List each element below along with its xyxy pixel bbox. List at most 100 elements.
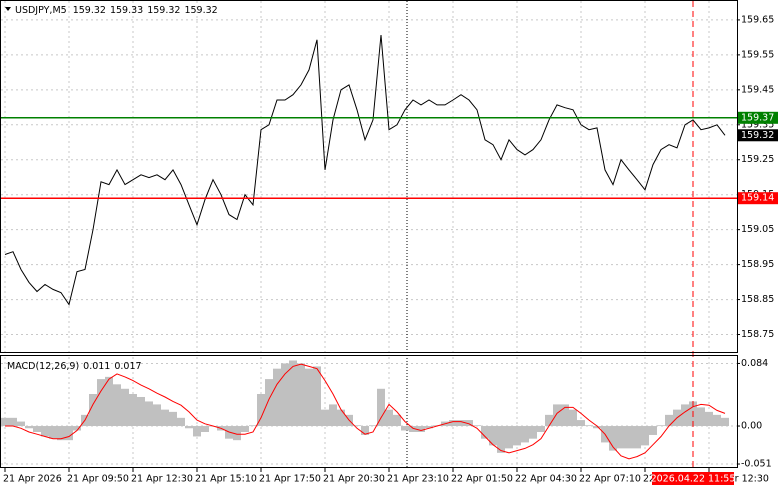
signal-value: 0.017 bbox=[114, 361, 141, 372]
histogram-bar bbox=[385, 409, 393, 427]
x-tick-label: 21 Apr 09:50 bbox=[67, 474, 129, 485]
histogram-bar bbox=[585, 425, 593, 427]
histogram-bar bbox=[273, 368, 281, 427]
x-tick-label: 22 Apr 12:30 bbox=[707, 474, 769, 485]
histogram-bar bbox=[481, 426, 489, 439]
histogram-bar bbox=[265, 379, 273, 427]
histogram-bar bbox=[1, 417, 9, 427]
histogram-bar bbox=[401, 426, 409, 431]
histogram-bar bbox=[281, 363, 289, 427]
histogram-bar bbox=[9, 417, 17, 427]
histogram-bar bbox=[41, 426, 49, 437]
last-price-box bbox=[738, 129, 778, 142]
histogram-bar bbox=[169, 411, 177, 427]
histogram-bar bbox=[105, 376, 113, 427]
histogram-bar bbox=[505, 426, 513, 449]
histogram-bar bbox=[665, 414, 673, 427]
histogram-bar bbox=[249, 425, 257, 427]
histogram-bar bbox=[129, 393, 137, 427]
level-label-box bbox=[738, 111, 778, 124]
histogram-bar bbox=[49, 426, 57, 439]
y-tick-label: 158.75 bbox=[741, 329, 774, 340]
histogram-bar bbox=[361, 426, 369, 435]
histogram-bar bbox=[313, 366, 321, 427]
histogram-bar bbox=[353, 425, 361, 427]
histogram-bar bbox=[721, 417, 729, 427]
histogram-bar bbox=[137, 396, 145, 427]
histogram-bar bbox=[649, 426, 657, 435]
ohlc-close: 159.32 bbox=[184, 5, 217, 16]
level-label: 159.37 bbox=[741, 112, 774, 123]
y-tick-label: -0.051 bbox=[741, 459, 772, 470]
histogram-bar bbox=[577, 420, 585, 427]
y-tick-label: 159.55 bbox=[741, 49, 774, 60]
x-tick-label: 22 Apr 01:50 bbox=[451, 474, 513, 485]
x-tick-label: 21 Apr 12:30 bbox=[131, 474, 193, 485]
histogram-bar bbox=[369, 425, 377, 427]
histogram-bar bbox=[89, 393, 97, 427]
histogram-bar bbox=[545, 414, 553, 427]
x-tick-label: 22 Apr 07:10 bbox=[579, 474, 641, 485]
histogram-bar bbox=[641, 426, 649, 446]
histogram-bar bbox=[113, 384, 121, 427]
histogram-bar bbox=[121, 388, 129, 427]
level-label-box bbox=[738, 192, 778, 205]
histogram-bar bbox=[393, 414, 401, 427]
y-tick-label: 159.05 bbox=[741, 224, 774, 235]
histogram-bar bbox=[33, 426, 41, 432]
y-tick-label: 0.084 bbox=[741, 358, 768, 369]
histogram-bar bbox=[329, 404, 337, 427]
histogram-bar bbox=[201, 426, 209, 432]
y-tick-label: 159.45 bbox=[741, 84, 774, 95]
histogram-bar bbox=[57, 426, 65, 441]
y-tick-label: 159.35 bbox=[741, 119, 774, 130]
y-tick-label: 158.85 bbox=[741, 294, 774, 305]
histogram-bar bbox=[705, 411, 713, 427]
histogram-bar bbox=[617, 426, 625, 449]
histogram-bar bbox=[497, 426, 505, 453]
histogram-bar bbox=[377, 388, 385, 427]
macd-value: 0.011 bbox=[83, 361, 110, 372]
histogram-bar bbox=[161, 409, 169, 427]
histogram-bar bbox=[233, 426, 241, 441]
price-header: USDJPY,M5 159.32 159.33 159.32 159.32 bbox=[15, 5, 218, 16]
histogram-bar bbox=[25, 426, 33, 429]
macd-header: MACD(12,26,9) 0.011 0.017 bbox=[7, 361, 142, 372]
histogram-bar bbox=[185, 426, 193, 429]
histogram-bar bbox=[609, 426, 617, 451]
histogram-bar bbox=[657, 425, 665, 427]
histogram-bar bbox=[321, 409, 329, 427]
histogram-bar bbox=[569, 409, 577, 427]
histogram-bar bbox=[529, 426, 537, 439]
histogram-bar bbox=[513, 426, 521, 446]
histogram-bar bbox=[537, 426, 545, 432]
y-tick-label: 0.00 bbox=[741, 421, 762, 432]
x-tick-label: 22 Apr 04:30 bbox=[515, 474, 577, 485]
symbol: USDJPY,M5 bbox=[15, 5, 67, 16]
histogram-bar bbox=[625, 426, 633, 449]
x-tick-label: 21 Apr 2026 bbox=[3, 474, 62, 485]
ohlc-high: 159.33 bbox=[110, 5, 143, 16]
histogram-bar bbox=[473, 425, 481, 427]
histogram-bar bbox=[257, 393, 265, 427]
y-tick-label: 159.65 bbox=[741, 14, 774, 25]
time-cursor-label: 2026.04.22 11:55 bbox=[651, 474, 736, 485]
histogram-bar bbox=[425, 426, 433, 429]
histogram-bar bbox=[305, 368, 313, 427]
price-line bbox=[4, 34, 726, 306]
x-tick-label: 21 Apr 20:30 bbox=[323, 474, 385, 485]
ohlc-low: 159.32 bbox=[147, 5, 180, 16]
x-tick-label: 21 Apr 23:10 bbox=[387, 474, 449, 485]
histogram-bar bbox=[177, 417, 185, 427]
last-price-label: 159.32 bbox=[741, 130, 774, 141]
menu-arrow[interactable] bbox=[5, 7, 11, 11]
y-tick-label: 159.25 bbox=[741, 154, 774, 165]
histogram-bar bbox=[337, 409, 345, 427]
level-label: 159.14 bbox=[741, 193, 774, 204]
histogram-bar bbox=[417, 426, 425, 432]
histogram-bar bbox=[697, 407, 705, 427]
histogram-bar bbox=[681, 404, 689, 427]
histogram-bar bbox=[193, 426, 201, 437]
